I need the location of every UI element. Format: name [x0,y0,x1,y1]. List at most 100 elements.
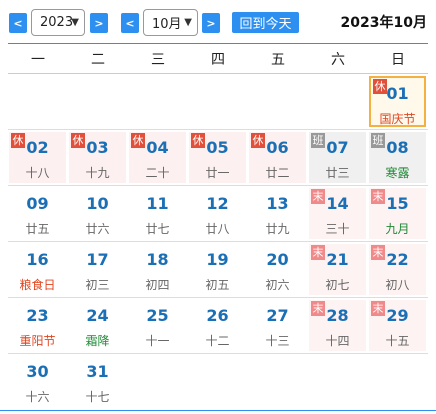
month-select-value: 10月 [152,17,182,32]
calendar-day-cell[interactable]: 27 十三 [249,300,306,351]
calendar-toolbar: < 2023 ▼ > < 10月 ▼ > 回到今天 2023年10月 [0,0,436,44]
lunar-date-label: 初七 [325,278,350,292]
day-number: 17 [86,250,109,269]
lunar-date-label: 廿五 [25,222,50,236]
day-status-tag: 末 [311,189,325,204]
calendar-grid: 休 01 国庆节休 02 十八休 03 十九休 04 二十休 05 廿一休 06 廿二班 07 廿三班 08 寒… [8,74,428,409]
chevron-down-icon: ▼ [71,17,79,28]
lunar-date-label: 十九 [85,166,110,180]
lunar-date-label: 十六 [25,390,50,404]
calendar-day-cell[interactable]: 10 廿六 [69,188,126,239]
prev-year-button[interactable]: < [9,13,27,33]
calendar-day-cell[interactable]: 13 廿九 [249,188,306,239]
day-number: 21 [326,250,349,269]
day-number: 31 [86,362,109,381]
day-number: 01 [386,84,409,103]
lunar-date-label: 初八 [385,278,410,292]
calendar-day-cell[interactable]: 16 粮食日 [9,244,66,295]
lunar-date-label: 十三 [265,334,290,348]
calendar-day-cell[interactable]: 09 廿五 [9,188,66,239]
day-number: 04 [146,138,169,157]
calendar-day-cell[interactable]: 18 初四 [129,244,186,295]
weekday-label: 二 [91,52,105,68]
lunar-date-label: 二十 [145,166,170,180]
year-select[interactable]: 2023 ▼ [31,9,85,36]
day-status-tag: 休 [131,133,145,148]
calendar-day-cell[interactable]: 末 22 初八 [369,244,426,295]
calendar-week-row: 休 02 十八休 03 十九休 04 二十休 05 廿一休 06 廿二班 07 廿三班 08 寒露 [8,130,428,186]
calendar-day-cell[interactable]: 末 15 九月 [369,188,426,239]
calendar-day-cell[interactable]: 休 02 十八 [9,132,66,183]
month-select[interactable]: 10月 ▼ [143,9,198,36]
calendar-day-cell[interactable]: 末 29 十五 [369,300,426,351]
calendar-day-cell[interactable]: 休 04 二十 [129,132,186,183]
calendar-day-cell[interactable]: 休 03 十九 [69,132,126,183]
prev-month-button[interactable]: < [121,13,139,33]
calendar-day-cell[interactable]: 末 14 三十 [309,188,366,239]
lunar-date-label: 廿八 [205,222,230,236]
day-number: 12 [206,194,229,213]
lunar-date-label: 十四 [325,334,350,348]
weekday-label: 五 [271,52,285,68]
current-month-heading: 2023年10月 [340,15,427,31]
lunar-date-label: 初五 [205,278,230,292]
calendar-day-cell[interactable]: 班 07 廿三 [309,132,366,183]
day-number: 03 [86,138,109,157]
lunar-date-label: 九月 [385,222,410,236]
day-number: 30 [26,362,49,381]
next-month-button[interactable]: > [202,13,220,33]
day-number: 22 [386,250,409,269]
day-number: 08 [386,138,409,157]
day-status-tag: 末 [371,301,385,316]
weekday-label: 日 [391,52,405,68]
next-year-button[interactable]: > [90,13,108,33]
calendar-week-row: 30 十六 31 十七 [8,354,428,409]
calendar-day-cell[interactable]: 20 初六 [249,244,306,295]
day-status-tag: 班 [311,133,325,148]
lunar-date-label: 霜降 [85,334,110,348]
lunar-date-label: 十七 [85,390,110,404]
lunar-date-label: 十五 [385,334,410,348]
day-number: 16 [26,250,49,269]
calendar-day-cell[interactable]: 17 初三 [69,244,126,295]
lunar-date-label: 三十 [325,222,350,236]
lunar-date-label: 廿二 [265,166,290,180]
calendar-day-cell-today[interactable]: 休 01 国庆节 [369,76,426,127]
lunar-date-label: 国庆节 [379,112,416,126]
calendar-day-cell[interactable]: 19 初五 [189,244,246,295]
calendar-day-cell[interactable]: 30 十六 [9,356,66,407]
day-number: 23 [26,306,49,325]
calendar-day-cell[interactable]: 12 廿八 [189,188,246,239]
calendar-week-row: 09 廿五 10 廿六 11 廿七 12 廿八 13 廿九末 14 三十末 15 九月 [8,186,428,242]
day-number: 18 [146,250,169,269]
day-status-tag: 休 [11,133,25,148]
lunar-date-label: 廿三 [325,166,350,180]
day-number: 24 [86,306,109,325]
calendar-day-cell[interactable]: 23 重阳节 [9,300,66,351]
day-number: 11 [146,194,169,213]
calendar-day-cell[interactable]: 班 08 寒露 [369,132,426,183]
day-number: 19 [206,250,229,269]
calendar-day-cell[interactable]: 11 廿七 [129,188,186,239]
calendar-day-cell[interactable]: 31 十七 [69,356,126,407]
calendar-day-cell[interactable]: 26 十二 [189,300,246,351]
calendar-day-cell[interactable]: 24 霜降 [69,300,126,351]
lunar-date-label: 廿一 [205,166,230,180]
day-status-tag: 末 [311,245,325,260]
lunar-date-label: 廿七 [145,222,170,236]
calendar-day-cell[interactable]: 末 28 十四 [309,300,366,351]
day-status-tag: 休 [71,133,85,148]
calendar-day-cell[interactable]: 末 21 初七 [309,244,366,295]
day-number: 14 [326,194,349,213]
day-number: 25 [146,306,169,325]
back-to-today-button[interactable]: 回到今天 [232,12,299,33]
day-status-tag: 末 [371,189,385,204]
calendar-day-cell[interactable]: 25 十一 [129,300,186,351]
lunar-date-label: 寒露 [385,166,410,180]
calendar-week-row: 23 重阳节 24 霜降 25 十一 26 十二 27 十三末 28 十四末 29 十五 [8,298,428,354]
header-divider [8,43,428,44]
calendar-day-cell[interactable]: 休 05 廿一 [189,132,246,183]
calendar-day-cell[interactable]: 休 06 廿二 [249,132,306,183]
day-number: 15 [386,194,409,213]
year-select-value: 2023 [40,15,74,30]
